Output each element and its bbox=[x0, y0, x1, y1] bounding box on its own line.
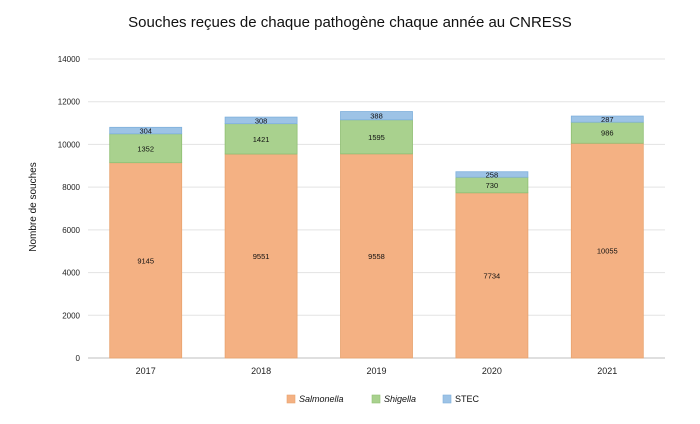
data-label: 986 bbox=[601, 129, 614, 138]
bar-salmonella-2021 bbox=[570, 142, 644, 359]
bar-salmonella-2019 bbox=[340, 153, 413, 359]
data-label: 304 bbox=[139, 127, 152, 136]
bar-shigella-2018 bbox=[224, 123, 298, 155]
x-axis-ticks: 2017 2018 2019 2020 2021 bbox=[136, 366, 618, 376]
bar-shigella-2019 bbox=[340, 119, 413, 155]
y-tick-label: 0 bbox=[76, 354, 81, 363]
bar-stec-2019 bbox=[340, 111, 413, 121]
bar-stec-2018 bbox=[224, 116, 298, 125]
y-tick-label: 6000 bbox=[62, 226, 80, 235]
y-tick-label: 10000 bbox=[58, 140, 81, 149]
data-label: 258 bbox=[486, 170, 499, 179]
bar-shigella-2017 bbox=[109, 133, 183, 164]
data-label: 388 bbox=[370, 112, 383, 121]
data-label: 730 bbox=[486, 181, 499, 190]
bar-stec-2021 bbox=[570, 115, 644, 123]
y-axis-label: Nombre de souches bbox=[28, 162, 39, 252]
legend-swatch-stec bbox=[442, 394, 452, 404]
y-axis-ticks: 0 2000 4000 6000 8000 10000 12000 14000 bbox=[58, 55, 81, 363]
legend-swatch-shigella bbox=[371, 394, 381, 404]
data-label: 308 bbox=[255, 116, 268, 125]
legend-label: Salmonella bbox=[299, 394, 344, 404]
data-label: 7734 bbox=[484, 271, 501, 280]
y-tick-label: 8000 bbox=[62, 183, 80, 192]
y-tick-label: 12000 bbox=[58, 98, 81, 107]
legend-swatch-salmonella bbox=[286, 394, 296, 404]
data-label: 1595 bbox=[368, 133, 385, 142]
data-label: 287 bbox=[601, 115, 614, 124]
bar-stec-2017 bbox=[109, 126, 183, 135]
bar-salmonella-2018 bbox=[224, 153, 298, 359]
y-tick-label: 4000 bbox=[62, 269, 80, 278]
data-label: 10055 bbox=[597, 247, 618, 256]
x-tick-label: 2017 bbox=[136, 366, 156, 376]
y-tick-label: 14000 bbox=[58, 55, 81, 64]
data-label: 9551 bbox=[253, 252, 270, 261]
x-tick-label: 2018 bbox=[251, 366, 271, 376]
data-label: 9558 bbox=[368, 252, 385, 261]
data-label: 1421 bbox=[253, 135, 270, 144]
bar-salmonella-2020 bbox=[455, 192, 529, 359]
legend-label: Shigella bbox=[384, 394, 416, 404]
bar-stec-2020 bbox=[455, 171, 529, 178]
y-tick-label: 2000 bbox=[62, 311, 80, 320]
x-tick-label: 2020 bbox=[482, 366, 502, 376]
chart-title: Souches reçues de chaque pathogène chaqu… bbox=[128, 14, 572, 31]
legend: Salmonella Shigella STEC bbox=[286, 394, 480, 404]
bar-salmonella-2017 bbox=[109, 162, 183, 359]
data-label: 1352 bbox=[137, 144, 154, 153]
x-tick-label: 2019 bbox=[366, 366, 386, 376]
x-tick-label: 2021 bbox=[597, 366, 617, 376]
legend-label: STEC bbox=[455, 394, 480, 404]
bars: 9145 1352 304 9551 1421 308 9558 1595 388 7734 730… bbox=[109, 111, 644, 359]
data-label: 9145 bbox=[137, 256, 154, 265]
